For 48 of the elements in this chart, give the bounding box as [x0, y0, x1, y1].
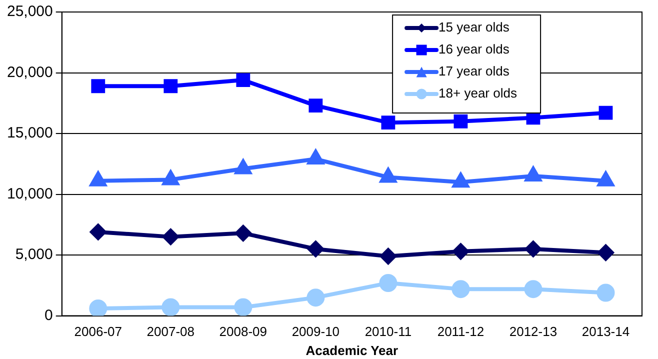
point: [308, 98, 323, 113]
x-tick-label: 2010-11: [364, 324, 412, 340]
point: [162, 228, 179, 245]
x-tick-label: 2008-09: [219, 324, 268, 340]
point: [525, 240, 542, 257]
point: [379, 274, 398, 292]
point: [524, 280, 542, 298]
point: [598, 244, 614, 261]
y-tick-label: 15,000: [6, 124, 53, 142]
legend-label: 15 year olds: [438, 20, 510, 35]
y-tick-label: 25,000: [6, 3, 53, 20]
point: [89, 300, 108, 316]
point: [596, 284, 615, 302]
y-tick-label: 20,000: [6, 64, 53, 81]
legend-label: 17 year olds: [438, 64, 510, 79]
point: [452, 173, 469, 188]
point: [380, 168, 396, 183]
x-tick-label: 2009-10: [292, 324, 340, 340]
legend-label: 16 year olds: [438, 42, 510, 57]
y-tick-label: 0: [44, 306, 53, 324]
y-tick-label: 5,000: [15, 246, 53, 264]
point: [598, 106, 613, 120]
point: [235, 225, 252, 242]
point: [235, 160, 252, 174]
point: [308, 240, 324, 257]
point: [306, 288, 325, 307]
y-tick-label: 10,000: [6, 185, 53, 202]
x-tick-label: 2012-13: [509, 324, 558, 340]
point: [380, 248, 396, 264]
x-axis-title: Academic Year: [306, 342, 398, 358]
point: [162, 298, 180, 316]
legend-label: 18+ year olds: [438, 86, 518, 101]
point: [454, 114, 468, 128]
point: [91, 79, 106, 94]
point: [162, 170, 179, 186]
point: [452, 243, 469, 260]
point: [234, 298, 252, 316]
point: [381, 116, 396, 130]
point: [164, 79, 178, 94]
x-tick-label: 2013-14: [582, 324, 630, 340]
x-tick-label: 2007-08: [146, 324, 195, 340]
x-tick-label: 2006-07: [74, 324, 122, 340]
point: [452, 280, 470, 298]
point: [90, 224, 106, 240]
point: [308, 150, 324, 165]
point: [525, 167, 542, 182]
point: [236, 73, 250, 87]
x-tick-label: 2011-12: [437, 324, 484, 340]
